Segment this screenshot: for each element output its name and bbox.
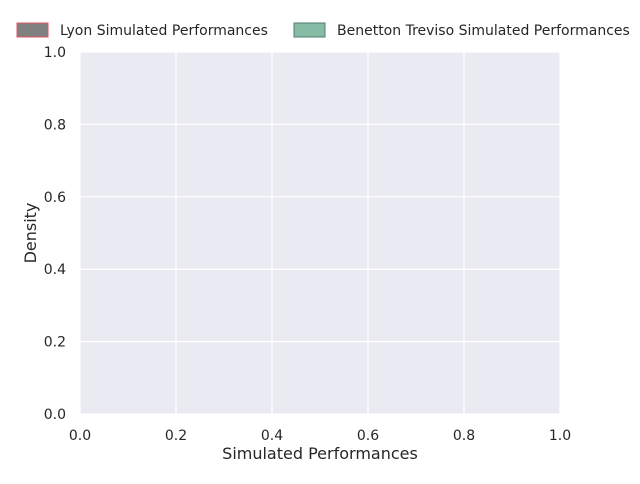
- x-axis-label: Simulated Performances: [222, 444, 418, 463]
- x-tick-labels: 0.0 0.2 0.4 0.6 0.8 1.0: [69, 428, 571, 444]
- x-tick-label: 0.8: [453, 428, 475, 444]
- legend-label: Benetton Treviso Simulated Performances: [337, 23, 630, 39]
- y-tick-label: 0.2: [44, 335, 66, 351]
- legend-swatch: [16, 22, 49, 38]
- y-tick-label: 1.0: [44, 45, 66, 61]
- x-tick-label: 1.0: [549, 428, 571, 444]
- plot-background: [80, 52, 560, 414]
- y-axis-label: Density: [21, 203, 40, 264]
- y-tick-labels: 0.0 0.2 0.4 0.6 0.8 1.0: [44, 45, 66, 423]
- y-tick-label: 0.8: [44, 117, 66, 133]
- y-tick-label: 0.6: [44, 190, 66, 206]
- x-tick-label: 0.2: [165, 428, 187, 444]
- x-tick-label: 0.4: [261, 428, 283, 444]
- grid-lines: [79, 51, 561, 415]
- x-tick-label: 0.0: [69, 428, 91, 444]
- legend-label: Lyon Simulated Performances: [60, 23, 268, 39]
- y-tick-label: 0.0: [44, 407, 66, 423]
- legend-swatch: [293, 22, 326, 38]
- y-tick-label: 0.4: [44, 262, 66, 278]
- legend: Lyon Simulated Performances Benetton Trev…: [16, 22, 630, 39]
- x-tick-label: 0.6: [357, 428, 379, 444]
